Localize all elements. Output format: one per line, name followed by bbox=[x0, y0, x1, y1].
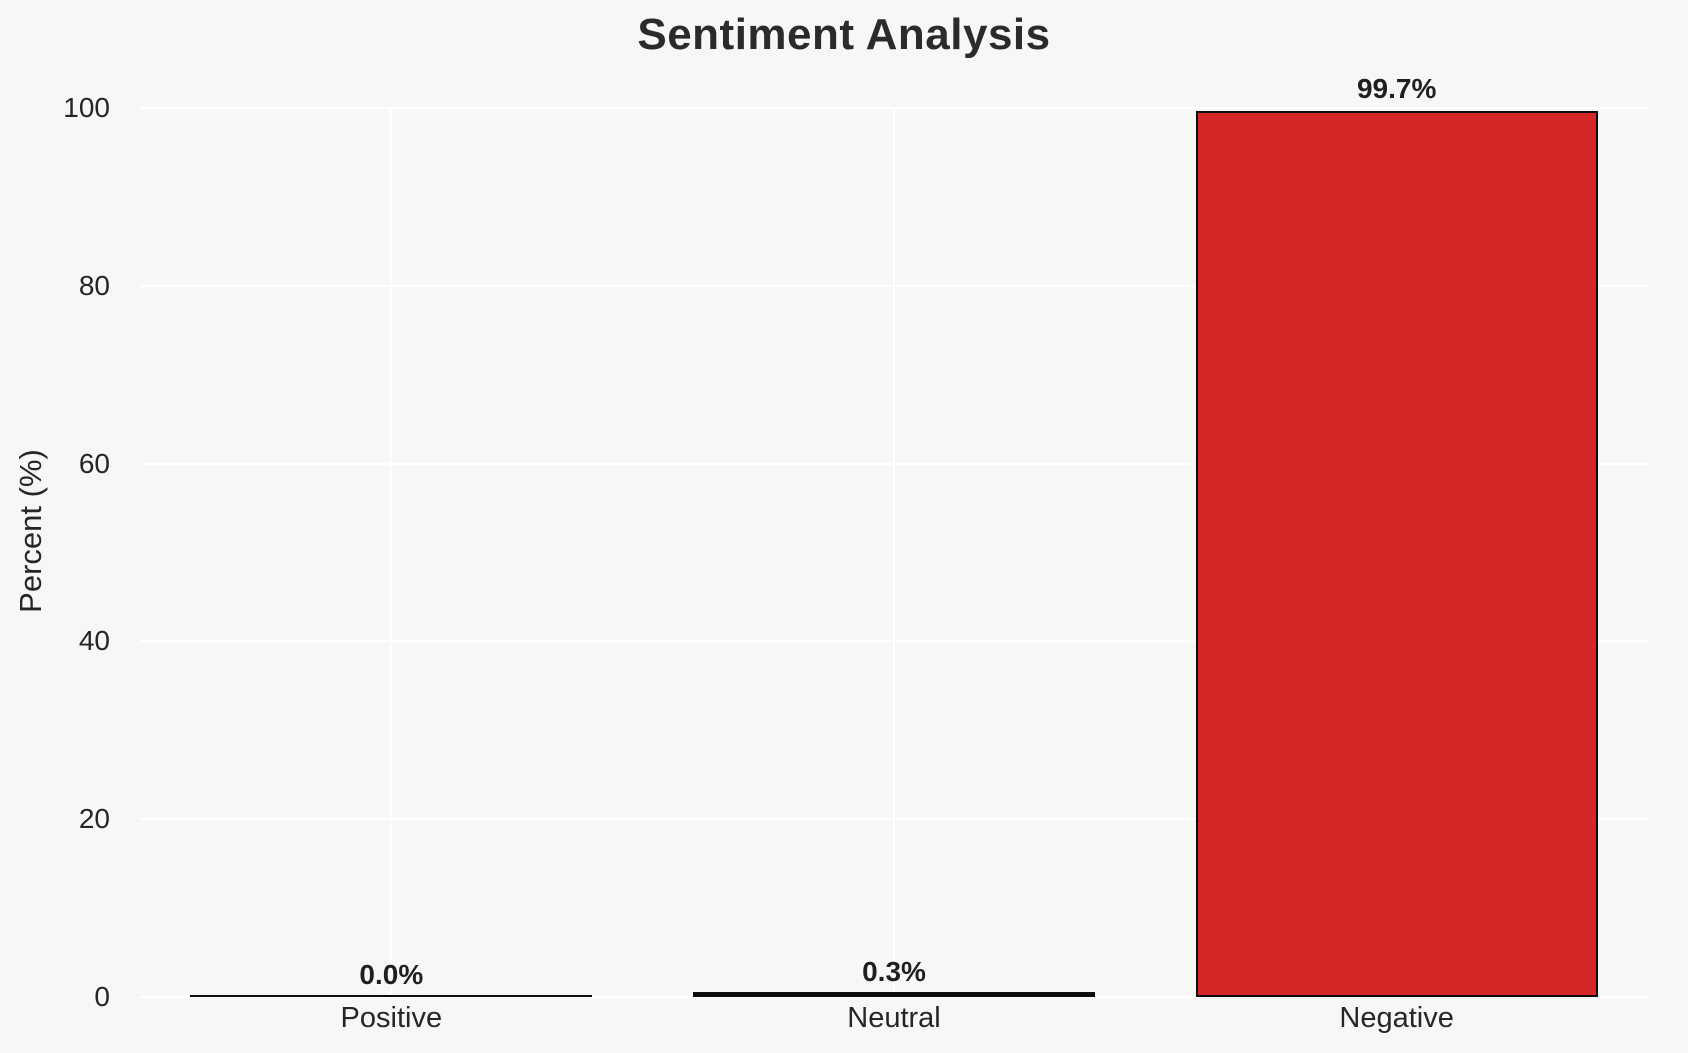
y-tick-label-20: 20 bbox=[78, 803, 110, 835]
chart-title: Sentiment Analysis bbox=[637, 10, 1051, 59]
x-tick-label-negative: Negative bbox=[1339, 1002, 1454, 1034]
bar-negative bbox=[1195, 110, 1598, 997]
bar-value-label-positive: 0.0% bbox=[359, 959, 424, 990]
y-tick-label-0: 0 bbox=[94, 981, 110, 1012]
bar-value-label-neutral: 0.3% bbox=[862, 956, 926, 988]
gridline-v-neutral bbox=[893, 108, 895, 997]
bar-value-label-negative: 99.7% bbox=[1356, 72, 1437, 104]
bar-neutral bbox=[692, 992, 1096, 997]
y-tick-label-60: 60 bbox=[78, 447, 110, 479]
plot-area: 0.0% 0.3% 99.7% bbox=[140, 73, 1648, 998]
y-tick-label-80: 80 bbox=[78, 269, 110, 301]
gridline-h-0 bbox=[140, 996, 1648, 998]
gridline-v-positive bbox=[390, 108, 393, 997]
x-tick-label-positive: Positive bbox=[340, 1002, 443, 1034]
x-tick-label-neutral: Neutral bbox=[847, 1002, 941, 1034]
bar-positive bbox=[190, 995, 593, 997]
y-tick-label-100: 100 bbox=[63, 92, 110, 123]
y-tick-label-40: 40 bbox=[78, 625, 110, 657]
